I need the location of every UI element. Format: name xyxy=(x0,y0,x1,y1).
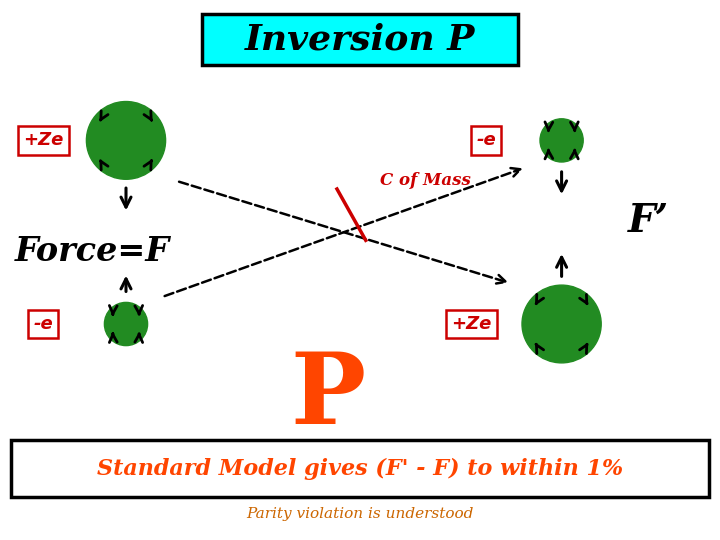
Text: Parity violation is understood: Parity violation is understood xyxy=(246,507,474,521)
Ellipse shape xyxy=(540,119,583,162)
Ellipse shape xyxy=(522,285,601,363)
Ellipse shape xyxy=(86,102,166,179)
Text: -e: -e xyxy=(476,131,496,150)
FancyBboxPatch shape xyxy=(11,440,709,497)
FancyBboxPatch shape xyxy=(202,14,518,65)
Text: Inversion P: Inversion P xyxy=(245,23,475,56)
Text: Standard Model gives (F' - F) to within 1%: Standard Model gives (F' - F) to within … xyxy=(97,458,623,480)
Text: P: P xyxy=(290,348,365,446)
Text: C of Mass: C of Mass xyxy=(380,172,471,190)
Text: Force=F: Force=F xyxy=(14,234,169,268)
Text: F’: F’ xyxy=(627,202,669,240)
Text: +Ze: +Ze xyxy=(23,131,63,150)
Ellipse shape xyxy=(104,302,148,346)
Text: +Ze: +Ze xyxy=(451,315,492,333)
Text: -e: -e xyxy=(33,315,53,333)
